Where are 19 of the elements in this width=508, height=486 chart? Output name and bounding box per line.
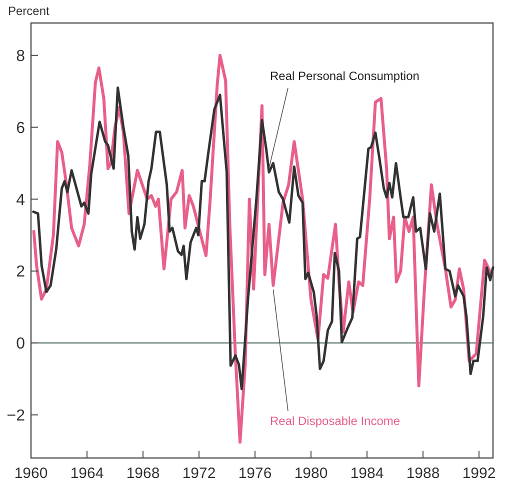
y-tick-label: 8 — [16, 48, 26, 65]
x-tick-label: 1984 — [350, 465, 384, 482]
x-tick-label: 1980 — [294, 465, 328, 482]
y-tick-label: 2 — [16, 264, 26, 281]
y-tick-label: 0 — [16, 336, 26, 353]
x-tick-label: 1968 — [126, 465, 160, 482]
x-tick-label: 1972 — [182, 465, 216, 482]
text: Real Personal Consumption — [270, 69, 420, 83]
y-tick-label: 4 — [16, 192, 26, 209]
x-tick-label: 1992 — [462, 465, 496, 482]
text: Real Disposable Income — [270, 414, 400, 428]
x-tick-label: 1960 — [14, 465, 48, 482]
x-tick-label: 1976 — [238, 465, 272, 482]
x-tick-label: 1964 — [70, 465, 104, 482]
line-series — [32, 86, 494, 390]
y-tick-label: −2 — [6, 407, 26, 424]
x-tick-label: 1988 — [406, 465, 440, 482]
y-tick-label: 6 — [16, 120, 26, 137]
y-axis-title: Percent — [8, 4, 50, 18]
